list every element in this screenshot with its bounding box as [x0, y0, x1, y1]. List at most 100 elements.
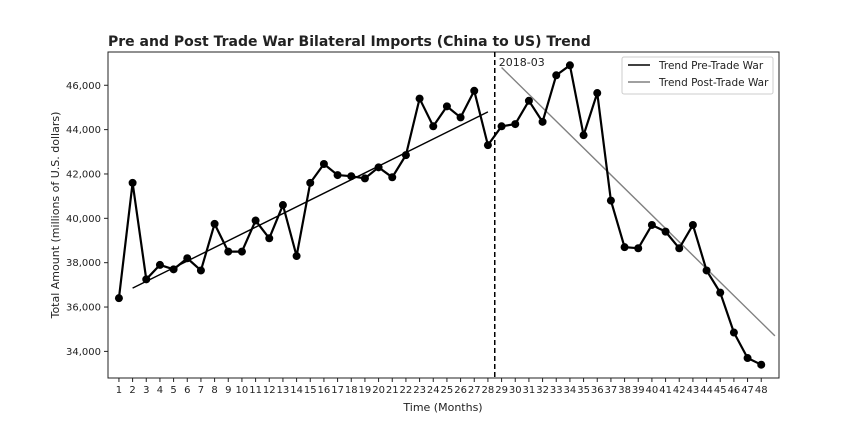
- x-tick-label: 46: [728, 385, 741, 396]
- data-point: [196, 266, 205, 275]
- x-tick-label: 47: [741, 385, 754, 396]
- x-axis-ticks: 1 2 3 4 5 6 7 8 9 10 11 12 13 14 15 16 17 18 19 20 21 22 23 24 2…: [116, 378, 768, 396]
- data-point: [251, 216, 260, 225]
- data-point: [360, 174, 369, 183]
- x-tick-label: 21: [386, 385, 399, 396]
- x-tick-label: 19: [359, 385, 372, 396]
- data-point: [442, 102, 451, 111]
- legend-box: [621, 56, 774, 95]
- x-tick-label: 35: [577, 385, 590, 396]
- data-point: [675, 244, 684, 253]
- x-tick-label: 24: [427, 385, 440, 396]
- data-point: [552, 71, 561, 80]
- y-tick-label: 44,000: [66, 125, 101, 136]
- data-point: [128, 178, 137, 187]
- x-tick-label: 48: [755, 385, 768, 396]
- data-point: [374, 163, 383, 172]
- data-point: [347, 172, 356, 181]
- data-point: [237, 247, 246, 256]
- data-point: [524, 96, 533, 105]
- x-tick-label: 4: [157, 385, 163, 396]
- x-tick-label: 45: [714, 385, 727, 396]
- data-series: [114, 61, 766, 369]
- y-tick-label: 40,000: [66, 214, 101, 225]
- data-point: [757, 360, 766, 369]
- x-tick-label: 17: [331, 385, 344, 396]
- x-tick-label: 18: [345, 385, 358, 396]
- data-point: [292, 252, 301, 261]
- chart-title: Pre and Post Trade War Bilateral Imports…: [108, 34, 591, 50]
- data-point: [661, 227, 670, 236]
- x-tick-label: 30: [509, 385, 522, 396]
- data-point: [333, 171, 342, 180]
- x-tick-label: 6: [184, 385, 190, 396]
- x-tick-label: 27: [468, 385, 481, 396]
- data-point: [497, 122, 506, 131]
- data-point: [224, 247, 233, 256]
- data-point: [306, 178, 315, 187]
- x-tick-label: 2: [129, 385, 135, 396]
- data-point: [456, 113, 465, 122]
- x-tick-label: 38: [618, 385, 631, 396]
- x-tick-label: 13: [277, 385, 290, 396]
- series-line: [117, 64, 762, 366]
- data-point: [388, 173, 397, 182]
- x-tick-label: 40: [646, 385, 659, 396]
- trade-war-marker: 2018-03: [493, 52, 545, 378]
- x-tick-label: 9: [225, 385, 231, 396]
- data-point: [415, 94, 424, 103]
- x-tick-label: 43: [687, 385, 700, 396]
- x-axis-label: Time (Months): [402, 401, 482, 414]
- data-point: [511, 120, 520, 129]
- x-tick-label: 5: [170, 385, 176, 396]
- trend-lines: [132, 67, 776, 337]
- x-tick-label: 10: [236, 385, 249, 396]
- x-tick-label: 41: [659, 385, 672, 396]
- x-tick-label: 15: [304, 385, 317, 396]
- x-tick-label: 28: [482, 385, 495, 396]
- data-point: [265, 234, 274, 243]
- data-point: [142, 275, 151, 284]
- x-tick-label: 1: [116, 385, 122, 396]
- x-tick-label: 23: [413, 385, 426, 396]
- x-tick-label: 37: [605, 385, 618, 396]
- x-tick-label: 25: [441, 385, 454, 396]
- x-tick-label: 22: [400, 385, 413, 396]
- x-tick-label: 12: [263, 385, 276, 396]
- x-tick-label: 16: [318, 385, 331, 396]
- y-tick-label: 34,000: [66, 347, 101, 358]
- x-tick-label: 3: [143, 385, 149, 396]
- data-point: [716, 288, 725, 297]
- x-tick-label: 44: [700, 385, 713, 396]
- x-tick-label: 26: [454, 385, 467, 396]
- data-point: [210, 219, 219, 228]
- data-point: [169, 265, 178, 274]
- y-axis-label: Total Amount (millions of U.S. dollars): [49, 112, 62, 320]
- data-point: [565, 61, 574, 70]
- trade-war-label: 2018-03: [499, 56, 545, 69]
- data-point: [647, 220, 656, 229]
- y-tick-label: 36,000: [66, 303, 101, 314]
- y-tick-label: 42,000: [66, 169, 101, 180]
- data-point: [743, 354, 752, 363]
- data-point: [579, 131, 588, 140]
- legend-label-pre: Trend Pre-Trade War: [658, 60, 764, 72]
- data-point: [606, 196, 615, 205]
- x-tick-label: 42: [673, 385, 686, 396]
- y-tick-label: 38,000: [66, 258, 101, 269]
- y-tick-label: 46,000: [66, 81, 101, 92]
- data-point: [155, 260, 164, 269]
- plot-area-frame: [107, 51, 780, 379]
- x-tick-label: 20: [372, 385, 385, 396]
- data-point: [620, 243, 629, 252]
- data-point: [429, 122, 438, 131]
- x-tick-label: 14: [290, 385, 303, 396]
- data-point: [401, 151, 410, 160]
- legend: Trend Pre-Trade War Trend Post-Trade War: [621, 56, 774, 95]
- data-point: [538, 117, 547, 126]
- x-tick-label: 29: [495, 385, 508, 396]
- data-point: [702, 266, 711, 275]
- trend-line-post: [501, 67, 776, 337]
- data-point: [183, 254, 192, 263]
